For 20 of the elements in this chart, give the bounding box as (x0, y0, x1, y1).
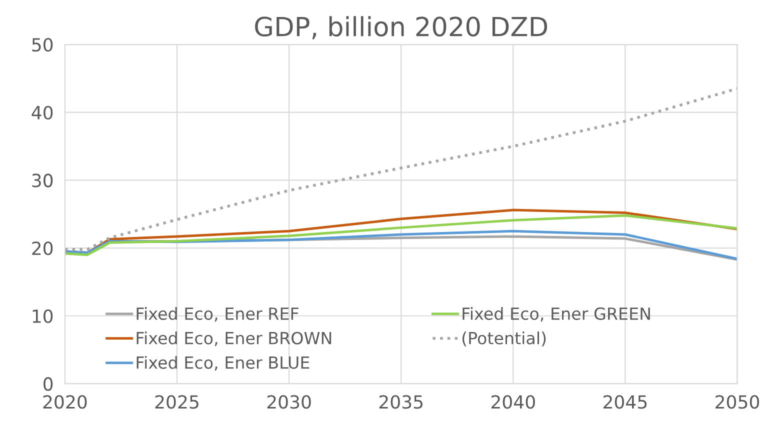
x-tick-label: 2020 (43, 395, 87, 409)
legend-label: (Potential) (462, 332, 546, 346)
chart-title: GDP, billion 2020 DZD (255, 16, 548, 40)
legend-label: Fixed Eco, Ener BLUE (136, 356, 310, 371)
y-tick-label: 30 (32, 174, 53, 188)
y-tick-label: 0 (44, 377, 53, 391)
legend-label: Fixed Eco, Ener REF (136, 307, 298, 322)
x-tick-label: 2050 (716, 395, 760, 409)
x-tick-label: 2025 (155, 395, 198, 409)
x-tick-label: 2045 (604, 395, 647, 409)
y-tick-label: 40 (32, 106, 53, 120)
legend-label: Fixed Eco, Ener GREEN (462, 307, 650, 322)
y-tick-label: 50 (32, 38, 53, 52)
y-tick-label: 20 (32, 242, 53, 256)
x-tick-label: 2040 (492, 395, 535, 409)
x-tick-label: 2035 (379, 395, 422, 409)
legend-label: Fixed Eco, Ener BROWN (136, 332, 332, 346)
y-tick-label: 10 (32, 309, 53, 323)
line-series (64, 214, 738, 256)
x-tick-label: 2030 (267, 395, 311, 409)
